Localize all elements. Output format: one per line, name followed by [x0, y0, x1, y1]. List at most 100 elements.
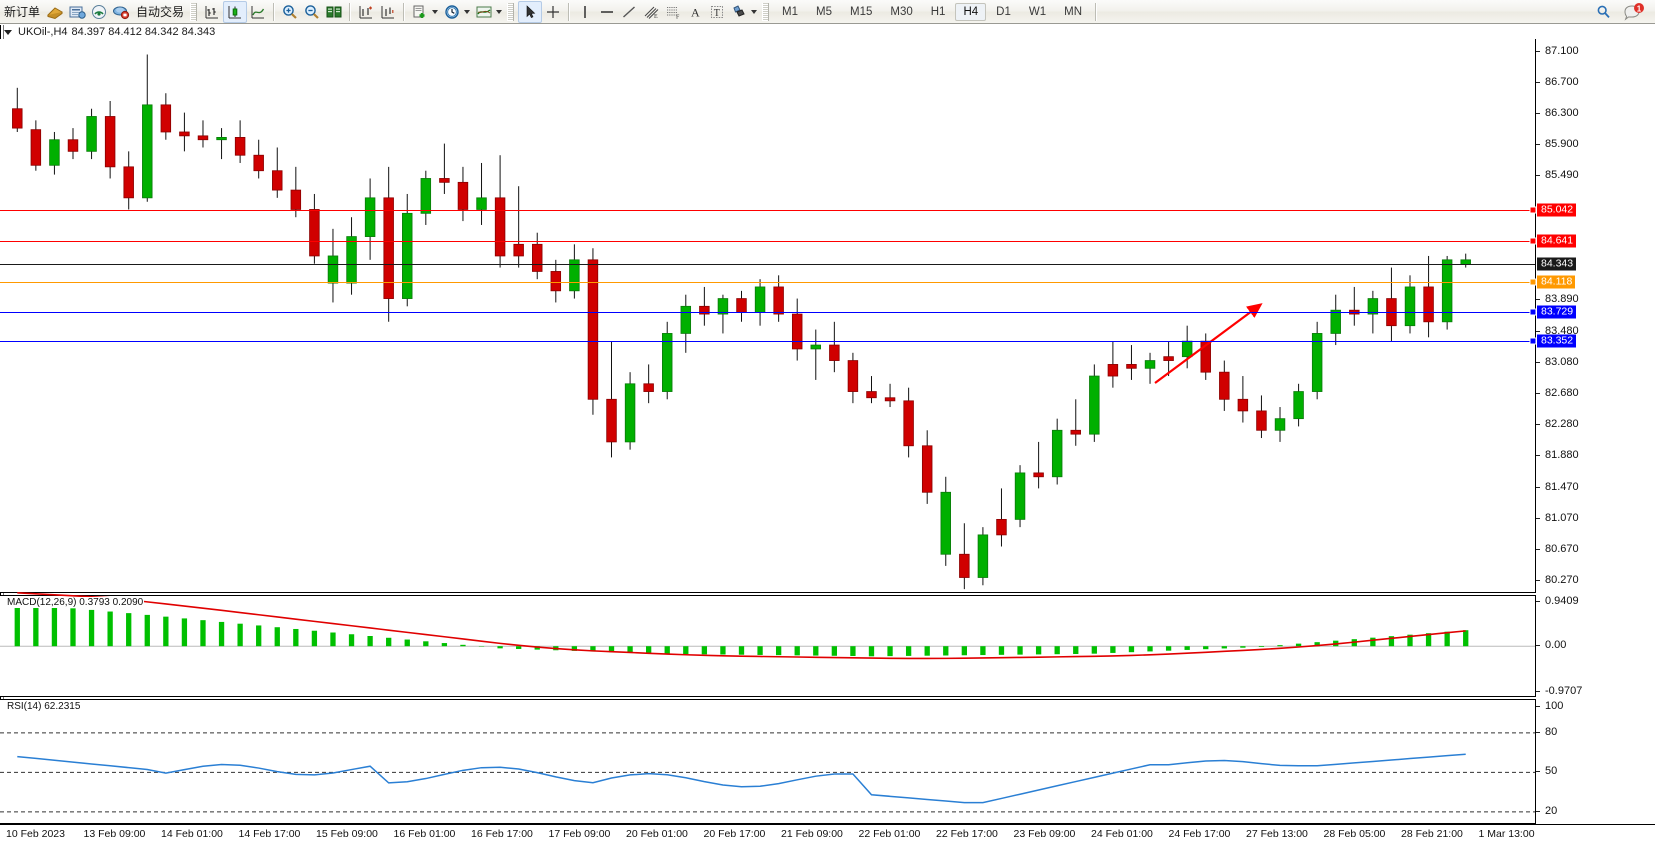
shapes-icon[interactable] [728, 1, 750, 23]
price-tick: 80.670 [1536, 543, 1579, 555]
autotrading-button[interactable]: 自动交易 [136, 5, 185, 19]
signal-icon[interactable] [88, 1, 110, 23]
price-level-tag-current-price: 84.343 [1537, 257, 1577, 271]
trendline-icon[interactable] [618, 1, 640, 23]
price-tick: 86.700 [1536, 76, 1579, 88]
chevron-down-icon[interactable] [751, 9, 758, 14]
rsi-tick: 20 [1536, 805, 1557, 817]
time-tick: 22 Feb 01:00 [858, 828, 921, 840]
time-tick: 20 Feb 01:00 [626, 828, 688, 840]
timeframe-h4[interactable]: H4 [955, 2, 987, 21]
price-level-line-current-price[interactable] [0, 264, 1535, 266]
price-level-handle[interactable] [1529, 308, 1537, 316]
period-icon[interactable] [441, 1, 463, 23]
text-icon[interactable]: A [684, 1, 706, 23]
price-level-handle[interactable] [1529, 237, 1537, 245]
price-level-line-resistance[interactable] [0, 210, 1535, 212]
time-tick: 13 Feb 09:00 [83, 828, 146, 840]
chevron-down-icon[interactable] [464, 9, 471, 14]
chevron-down-icon[interactable] [432, 9, 439, 14]
price-level-line-support[interactable] [0, 311, 1535, 313]
svg-text:A: A [691, 5, 700, 19]
price-level-tag-resistance: 84.641 [1537, 234, 1577, 248]
bullish-trend-arrow[interactable] [0, 39, 1535, 593]
templates-icon[interactable] [409, 1, 431, 23]
time-tick: 10 Feb 2023 [6, 828, 65, 840]
toolbar-grip[interactable] [762, 2, 770, 21]
crosshair-icon[interactable] [542, 1, 564, 23]
price-level-handle[interactable] [1529, 278, 1537, 286]
zoom-in-icon[interactable] [279, 1, 301, 23]
time-tick: 22 Feb 17:00 [936, 828, 998, 840]
horizontal-line-icon[interactable] [596, 1, 618, 23]
grid-icon[interactable] [355, 1, 377, 23]
time-tick: 15 Feb 09:00 [316, 828, 378, 840]
candlestick-icon[interactable] [223, 0, 248, 23]
macd-tick: 0.00 [1536, 639, 1566, 651]
timeframe-w1[interactable]: W1 [1028, 5, 1047, 18]
cursor-icon[interactable] [518, 0, 543, 23]
toolbar-separator [403, 2, 406, 21]
main-toolbar: 新订单 自动交易 [0, 0, 1655, 24]
book-icon[interactable] [44, 1, 66, 23]
time-tick: 27 Feb 13:00 [1246, 828, 1308, 840]
time-tick: 23 Feb 09:00 [1013, 828, 1076, 840]
price-axis[interactable]: 87.100 86.700 86.300 85.900 85.490 83.890 83.4… [1535, 39, 1655, 593]
price-pane[interactable] [0, 39, 1537, 593]
macd-pane[interactable]: MACD(12,26,9) 0.3793 0.2090 [0, 592, 1535, 697]
price-tick: 85.490 [1536, 169, 1579, 181]
timeframe-m15[interactable]: M15 [850, 5, 873, 18]
fibonacci-icon[interactable]: F [662, 1, 684, 23]
candlestick-series [12, 54, 1471, 590]
macd-label: MACD(12,26,9) 0.3793 0.2090 [6, 597, 145, 608]
indicators-icon[interactable] [473, 1, 495, 23]
timeframe-m30[interactable]: M30 [890, 5, 913, 18]
timeframe-h1[interactable]: H1 [930, 5, 946, 18]
notification-count: 1 [1637, 4, 1642, 13]
time-tick: 17 Feb 09:00 [548, 828, 611, 840]
chart-header: UKOil-,H4 84.397 84.412 84.342 84.343 [0, 25, 1655, 39]
price-level-tag-pivot: 84.118 [1537, 275, 1576, 289]
time-tick: 16 Feb 01:00 [393, 828, 456, 840]
news-icon[interactable] [66, 1, 88, 23]
autotrading-icon[interactable] [110, 1, 132, 23]
timeframe-mn[interactable]: MN [1064, 5, 1082, 18]
toolbar-grip[interactable] [507, 2, 515, 21]
chevron-down-icon[interactable] [496, 9, 503, 14]
equidistant-channel-icon[interactable]: E [640, 1, 662, 23]
rsi-pane[interactable]: RSI(14) 62.2315 [0, 699, 1535, 824]
chat-icon[interactable]: 1 [1621, 1, 1647, 23]
price-level-line-pivot[interactable] [0, 281, 1535, 283]
chart-ohlc-values: 84.397 84.412 84.342 84.343 [71, 26, 216, 38]
time-tick: 24 Feb 01:00 [1091, 828, 1153, 840]
price-tick: 82.680 [1536, 387, 1579, 399]
svg-text:T: T [714, 8, 720, 19]
ohlc-icon[interactable] [377, 1, 399, 23]
bar-chart-icon[interactable] [201, 1, 223, 23]
search-icon[interactable] [1593, 1, 1615, 23]
price-tick: 83.480 [1536, 325, 1579, 337]
timeframe-m5[interactable]: M5 [816, 5, 832, 18]
price-level-handle[interactable] [1529, 337, 1537, 345]
new-order-button[interactable]: 新订单 [4, 5, 41, 19]
chart-menu-caret-icon[interactable] [4, 29, 12, 35]
price-level-handle[interactable] [1529, 206, 1537, 214]
price-tick: 83.080 [1536, 356, 1579, 368]
price-level-line-support[interactable] [0, 341, 1535, 343]
text-label-icon[interactable]: T [706, 1, 728, 23]
zoom-out-icon[interactable] [301, 1, 323, 23]
time-tick: 28 Feb 05:00 [1323, 828, 1386, 840]
price-tick: 85.900 [1536, 138, 1579, 150]
svg-text:E: E [654, 14, 658, 20]
timeframe-m1[interactable]: M1 [782, 5, 799, 18]
toolbar-grip[interactable] [190, 2, 198, 21]
svg-text:F: F [676, 14, 680, 19]
time-axis[interactable]: 10 Feb 2023 13 Feb 09:00 14 Feb 01:00 14 Fe… [0, 824, 1655, 851]
vertical-line-icon[interactable] [574, 1, 596, 23]
time-tick: 14 Feb 17:00 [238, 828, 301, 840]
price-level-line-resistance[interactable] [0, 241, 1535, 243]
line-chart-icon[interactable] [247, 1, 269, 23]
timeframe-d1[interactable]: D1 [996, 5, 1011, 18]
chart-window[interactable]: UKOil-,H4 84.397 84.412 84.342 84.343 87… [0, 25, 1655, 851]
data-window-icon[interactable] [323, 1, 345, 23]
